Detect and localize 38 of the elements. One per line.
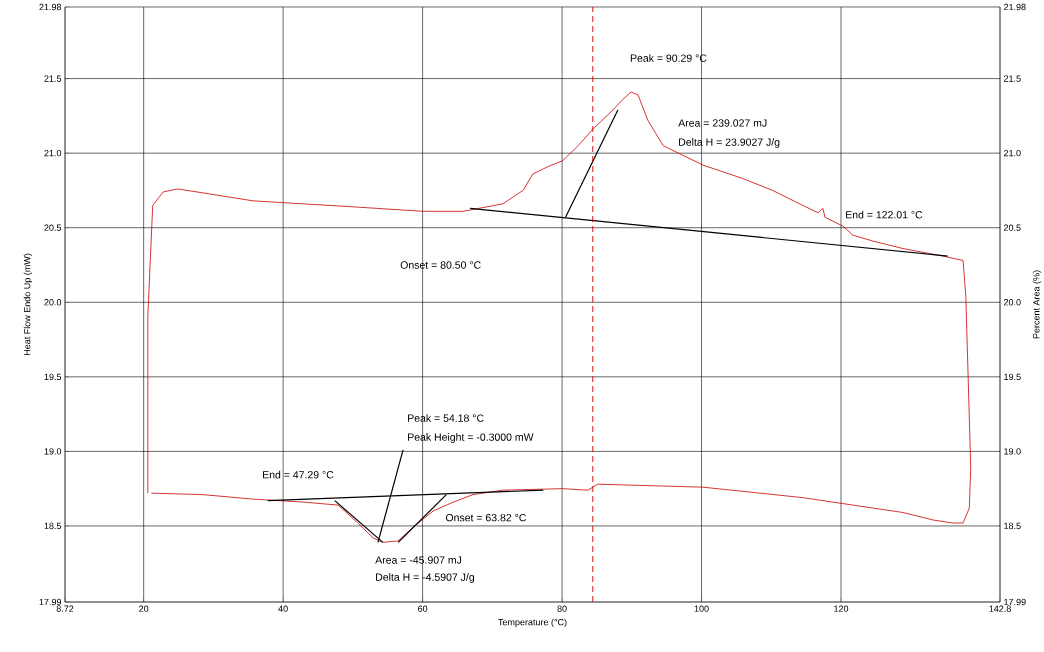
x-tick-label: 80	[557, 605, 567, 612]
annotation: Area = 239.027 mJ	[678, 119, 767, 127]
annotation: End = 122.01 °C	[846, 210, 923, 219]
x-axis-title: Temperature (°C)	[498, 618, 567, 628]
y-tick-label: 20.0	[44, 299, 62, 306]
y-tick-label: 21.0	[44, 149, 62, 157]
x-tick-label: 20	[139, 605, 149, 612]
x-tick-label: 8.72	[56, 605, 74, 612]
y-tick-label: 19.0	[44, 448, 62, 455]
x-tick-label: 120	[834, 605, 849, 612]
y-tick-label: 21.98	[39, 3, 62, 11]
y-tick-label: 18.5	[44, 522, 62, 530]
y2-axis-title: Percent Area (%)	[1032, 270, 1042, 339]
y-tick-label: 17.99	[39, 598, 62, 606]
y2-tick-label: 21.0	[1003, 149, 1021, 157]
y2-tick-label: 19.0	[1004, 448, 1021, 455]
annotation: Peak Height = -0.3000 mW	[408, 433, 534, 443]
y-tick-label: 20.5	[44, 224, 62, 231]
y-tick-label: 19.5	[44, 373, 62, 381]
y2-tick-label: 20.0	[1003, 299, 1021, 306]
y-axis-title: Heat Flow Endo Up (mW)	[23, 253, 33, 356]
y2-tick-label: 18.5	[1004, 522, 1021, 530]
x-tick-label: 100	[694, 605, 709, 612]
x-tick-label: 60	[418, 605, 428, 612]
x-tick-label: 40	[278, 605, 288, 612]
annotation: Onset = 80.50 °C	[400, 261, 481, 269]
y2-tick-label: 17.99	[1004, 598, 1026, 606]
y-tick-label: 21.5	[44, 75, 62, 82]
x-tick-label: 142.8	[989, 605, 1011, 612]
y2-tick-label: 20.5	[1003, 224, 1021, 231]
annotation: Area = -45.907 mJ	[375, 556, 462, 564]
annotation: Delta H = -4.5907 J/g	[376, 573, 475, 583]
annotation: Onset = 63.82 °C	[445, 513, 526, 522]
y2-tick-label: 19.5	[1004, 373, 1021, 381]
annotation: End = 47.29 °C	[263, 470, 334, 479]
annotation: Peak = 54.18 °C	[408, 414, 484, 422]
y2-tick-label: 21.98	[1003, 3, 1026, 11]
y2-tick-label: 21.5	[1003, 75, 1021, 82]
